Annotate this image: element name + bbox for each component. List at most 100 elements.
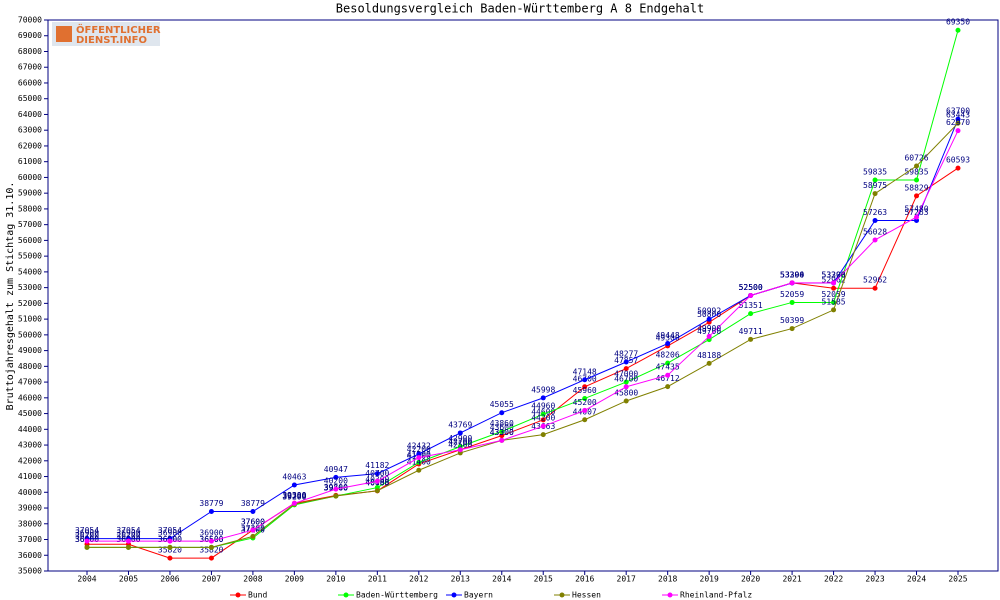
data-point xyxy=(125,544,131,550)
y-tick-label: 64000 xyxy=(18,110,42,119)
value-label: 52500 xyxy=(739,283,763,292)
y-tick-label: 67000 xyxy=(18,63,42,72)
data-point xyxy=(208,538,214,544)
value-label: 41182 xyxy=(365,461,389,470)
data-point xyxy=(872,237,878,243)
y-tick-label: 46000 xyxy=(18,393,42,402)
value-label: 42900 xyxy=(448,434,472,443)
data-point xyxy=(831,280,837,286)
data-point xyxy=(582,407,588,413)
legend-marker xyxy=(343,592,349,598)
value-label: 40200 xyxy=(324,477,348,486)
data-point xyxy=(748,336,754,342)
y-axis-label: Bruttojahresgehalt zum Stichtag 31.10. xyxy=(5,182,16,411)
data-point xyxy=(416,451,422,457)
value-label: 36900 xyxy=(116,529,140,538)
value-label: 35820 xyxy=(158,546,182,555)
value-label: 49448 xyxy=(656,331,680,340)
value-label: 42200 xyxy=(407,445,431,454)
value-label: 42432 xyxy=(407,441,431,450)
value-label: 45998 xyxy=(531,385,555,394)
data-point xyxy=(250,533,256,539)
value-label: 39200 xyxy=(282,492,306,501)
y-tick-label: 60000 xyxy=(18,173,42,182)
value-label: 43860 xyxy=(490,419,514,428)
data-point xyxy=(831,299,837,305)
data-point xyxy=(374,488,380,494)
y-tick-label: 66000 xyxy=(18,78,42,87)
value-label: 53300 xyxy=(780,270,804,279)
value-label: 51351 xyxy=(739,301,763,310)
data-point xyxy=(457,447,463,453)
y-tick-label: 70000 xyxy=(18,16,42,25)
value-label: 43600 xyxy=(490,423,514,432)
value-label: 35820 xyxy=(199,546,223,555)
value-label: 60726 xyxy=(904,153,928,162)
legend-marker xyxy=(667,592,673,598)
value-label: 38779 xyxy=(241,499,265,508)
legend-label: Bayern xyxy=(464,591,493,600)
data-point xyxy=(582,377,588,383)
data-point xyxy=(540,395,546,401)
value-label: 36900 xyxy=(158,529,182,538)
data-point xyxy=(416,455,422,461)
series-line xyxy=(87,122,959,548)
value-label: 69350 xyxy=(946,18,970,27)
y-tick-label: 63000 xyxy=(18,126,42,135)
data-point xyxy=(665,341,671,347)
x-tick-label: 2011 xyxy=(368,575,387,584)
y-tick-label: 40000 xyxy=(18,488,42,497)
value-label: 44200 xyxy=(531,414,555,423)
data-point xyxy=(623,398,629,404)
data-point xyxy=(167,538,173,544)
data-point xyxy=(955,128,961,134)
data-point xyxy=(914,218,920,224)
value-label: 50992 xyxy=(697,307,721,316)
x-tick-label: 2006 xyxy=(160,575,179,584)
x-tick-label: 2014 xyxy=(492,575,511,584)
value-label: 50399 xyxy=(780,316,804,325)
data-point xyxy=(540,423,546,429)
value-label: 37054 xyxy=(158,526,182,535)
y-tick-label: 36000 xyxy=(18,551,42,560)
value-label: 52059 xyxy=(822,290,846,299)
value-label: 59835 xyxy=(863,168,887,177)
value-label: 39250 xyxy=(282,492,306,501)
data-point xyxy=(374,478,380,484)
series-line xyxy=(87,130,959,542)
value-label: 48188 xyxy=(697,351,721,360)
value-label: 53300 xyxy=(822,270,846,279)
data-point xyxy=(582,417,588,423)
x-tick-label: 2009 xyxy=(285,575,304,584)
value-label: 45200 xyxy=(573,398,597,407)
data-point xyxy=(333,486,339,492)
data-point xyxy=(333,493,339,499)
data-point xyxy=(665,384,671,390)
y-tick-label: 68000 xyxy=(18,47,42,56)
value-label: 43300 xyxy=(490,428,514,437)
value-label: 42500 xyxy=(448,440,472,449)
data-point xyxy=(914,193,920,199)
y-tick-label: 44000 xyxy=(18,425,42,434)
y-tick-label: 42000 xyxy=(18,456,42,465)
data-point xyxy=(955,27,961,33)
y-tick-label: 65000 xyxy=(18,94,42,103)
value-label: 60593 xyxy=(946,156,970,165)
data-point xyxy=(789,326,795,332)
x-tick-label: 2022 xyxy=(824,575,843,584)
x-tick-label: 2018 xyxy=(658,575,677,584)
data-point xyxy=(623,379,629,385)
value-label: 53298 xyxy=(822,270,846,279)
value-label: 39300 xyxy=(282,491,306,500)
data-point xyxy=(374,471,380,477)
value-label: 49900 xyxy=(697,324,721,333)
x-tick-label: 2015 xyxy=(534,575,553,584)
y-tick-label: 51000 xyxy=(18,315,42,324)
logo-text: DIENST.INFO xyxy=(76,35,147,46)
data-point xyxy=(416,467,422,473)
y-tick-label: 37000 xyxy=(18,535,42,544)
x-tick-label: 2005 xyxy=(119,575,138,584)
x-tick-label: 2010 xyxy=(326,575,345,584)
value-label: 57263 xyxy=(904,208,928,217)
logo: ÖFFENTLICHER DIENST.INFO xyxy=(52,22,161,46)
